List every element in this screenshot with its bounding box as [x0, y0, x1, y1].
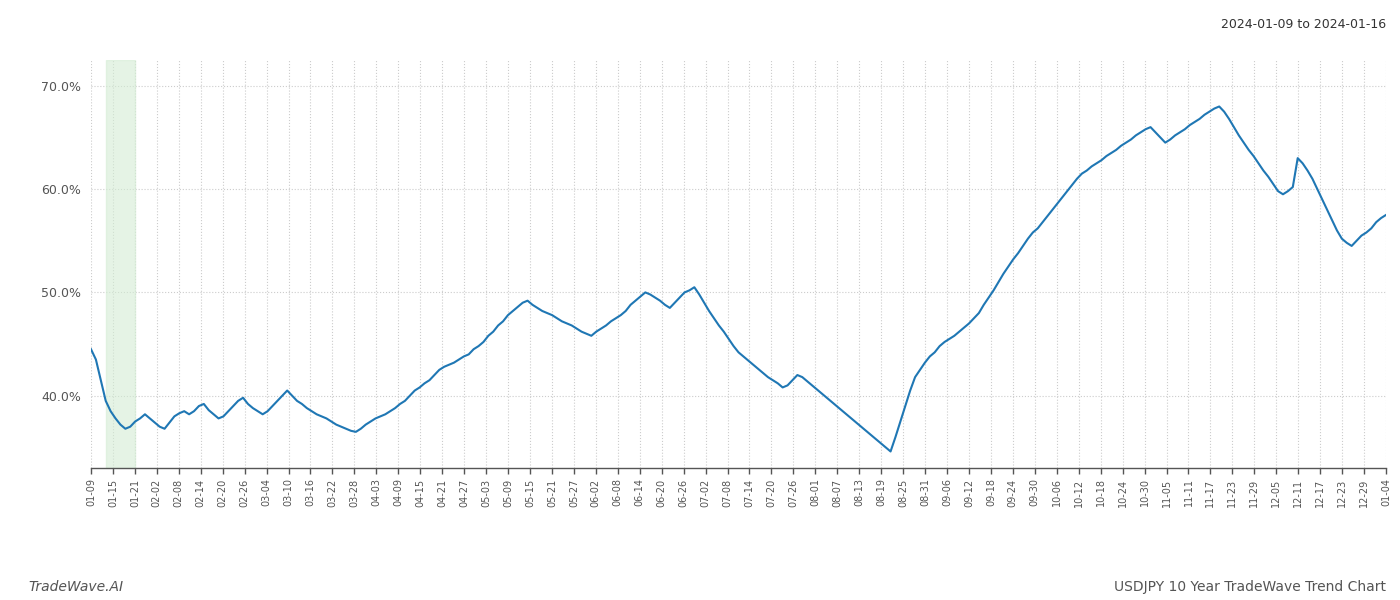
Text: 2024-01-09 to 2024-01-16: 2024-01-09 to 2024-01-16: [1221, 18, 1386, 31]
Text: USDJPY 10 Year TradeWave Trend Chart: USDJPY 10 Year TradeWave Trend Chart: [1114, 580, 1386, 594]
Text: TradeWave.AI: TradeWave.AI: [28, 580, 123, 594]
Bar: [106, 60, 136, 468]
